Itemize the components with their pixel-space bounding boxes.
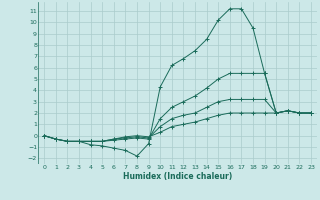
X-axis label: Humidex (Indice chaleur): Humidex (Indice chaleur) bbox=[123, 172, 232, 181]
